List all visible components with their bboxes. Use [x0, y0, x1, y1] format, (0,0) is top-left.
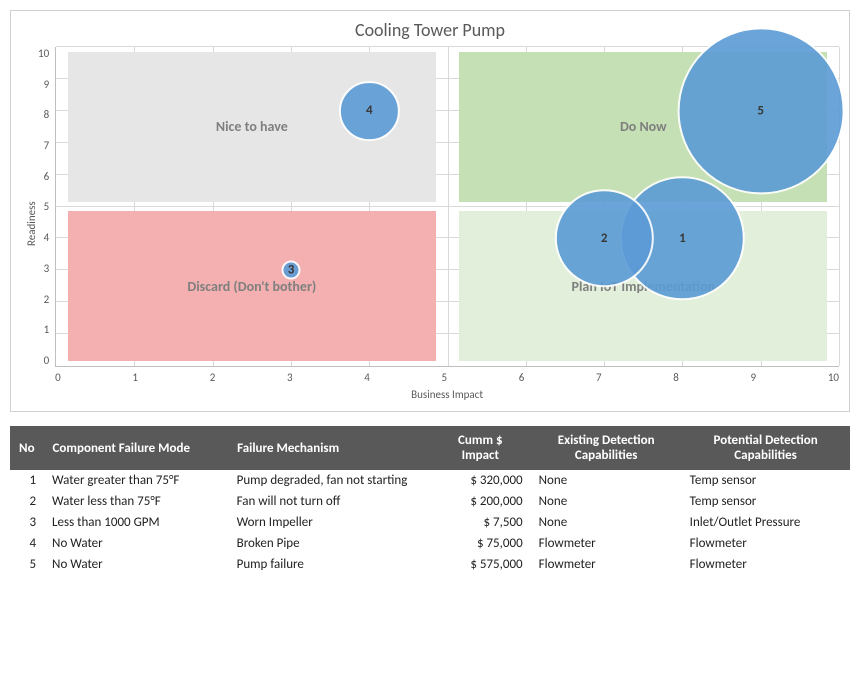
y-tick-label: 1: [38, 323, 49, 336]
y-tick-label: 3: [38, 262, 49, 275]
bubble: 2: [555, 189, 653, 287]
table-cell: Flowmeter: [531, 554, 682, 575]
failure-mode-table: NoComponent Failure ModeFailure Mechanis…: [10, 426, 850, 575]
chart-wrap: Readiness 109876543210 Nice to haveDo No…: [21, 47, 839, 401]
table-cell: Worn Impeller: [229, 512, 430, 533]
table-cell: $ 575,000: [430, 554, 531, 575]
table-cell: 2: [11, 491, 45, 512]
table-cell: Temp sensor: [682, 491, 850, 512]
table-row: 1Water greater than 75°FPump degraded, f…: [11, 470, 850, 492]
x-tick-label: 0: [55, 371, 61, 384]
y-tick-label: 4: [38, 231, 49, 244]
table-cell: Flowmeter: [682, 554, 850, 575]
table-row: 5No WaterPump failure$ 575,000FlowmeterF…: [11, 554, 850, 575]
x-tick-label: 6: [519, 371, 525, 384]
y-tick-label: 5: [38, 200, 49, 213]
x-tick-label: 5: [441, 371, 447, 384]
x-tick-label: 7: [596, 371, 602, 384]
table-cell: $ 320,000: [430, 470, 531, 492]
table-body: 1Water greater than 75°FPump degraded, f…: [11, 470, 850, 576]
table-row: 3Less than 1000 GPMWorn Impeller$ 7,500N…: [11, 512, 850, 533]
y-tick-label: 6: [38, 170, 49, 183]
y-axis-label: Readiness: [21, 47, 38, 401]
x-axis-ticks: 0 1 2 3 4 5 6 7 8 9 10: [55, 367, 839, 384]
table-cell: Flowmeter: [531, 533, 682, 554]
table-cell: No Water: [44, 533, 229, 554]
bubble: 4: [339, 81, 399, 141]
table-cell: 3: [11, 512, 45, 533]
table-cell: Flowmeter: [682, 533, 850, 554]
table-cell: Broken Pipe: [229, 533, 430, 554]
x-tick-label: 4: [364, 371, 370, 384]
plot-area: Nice to haveDo NowDiscard (Don't bother)…: [55, 47, 839, 367]
table-cell: $ 200,000: [430, 491, 531, 512]
column-header: Existing Detection Capabilities: [531, 427, 682, 470]
table-cell: Pump failure: [229, 554, 430, 575]
column-header: Component Failure Mode: [44, 427, 229, 470]
table-cell: No Water: [44, 554, 229, 575]
table-row: 2Water less than 75°FFan will not turn o…: [11, 491, 850, 512]
x-axis-label: Business Impact: [55, 388, 839, 401]
y-tick-label: 7: [38, 139, 49, 152]
table-cell: $ 75,000: [430, 533, 531, 554]
table-cell: 5: [11, 554, 45, 575]
x-tick-label: 10: [828, 371, 839, 384]
chart-card: Cooling Tower Pump Readiness 10987654321…: [10, 10, 850, 412]
x-tick-label: 1: [132, 371, 138, 384]
y-tick-label: 0: [38, 354, 49, 367]
column-header: Potential Detection Capabilities: [682, 427, 850, 470]
y-axis-ticks: 109876543210: [38, 47, 55, 367]
quadrant: Discard (Don't bother): [68, 211, 436, 361]
x-tick-label: 3: [287, 371, 293, 384]
chart-title: Cooling Tower Pump: [21, 19, 839, 41]
table-header: NoComponent Failure ModeFailure Mechanis…: [11, 427, 850, 470]
table-cell: Water less than 75°F: [44, 491, 229, 512]
x-tick-label: 2: [210, 371, 216, 384]
table-cell: Temp sensor: [682, 470, 850, 492]
y-tick-label: 2: [38, 293, 49, 306]
table-cell: $ 7,500: [430, 512, 531, 533]
x-tick-label: 8: [673, 371, 679, 384]
table-cell: 1: [11, 470, 45, 492]
table-cell: Less than 1000 GPM: [44, 512, 229, 533]
table-cell: None: [531, 470, 682, 492]
column-header: Cumm $ Impact: [430, 427, 531, 470]
bubble: 3: [281, 261, 300, 280]
table-cell: Pump degraded, fan not starting: [229, 470, 430, 492]
table-cell: Water greater than 75°F: [44, 470, 229, 492]
table-cell: None: [531, 512, 682, 533]
y-tick-label: 8: [38, 108, 49, 121]
table-row: 4No WaterBroken Pipe$ 75,000FlowmeterFlo…: [11, 533, 850, 554]
table-cell: Inlet/Outlet Pressure: [682, 512, 850, 533]
y-tick-label: 9: [38, 78, 49, 91]
gridline-vertical: [448, 47, 449, 366]
table-cell: Fan will not turn off: [229, 491, 430, 512]
table-cell: None: [531, 491, 682, 512]
table-cell: 4: [11, 533, 45, 554]
column-header: Failure Mechanism: [229, 427, 430, 470]
x-tick-label: 9: [751, 371, 757, 384]
y-tick-label: 10: [38, 47, 49, 60]
column-header: No: [11, 427, 45, 470]
bubble: 5: [677, 27, 844, 194]
